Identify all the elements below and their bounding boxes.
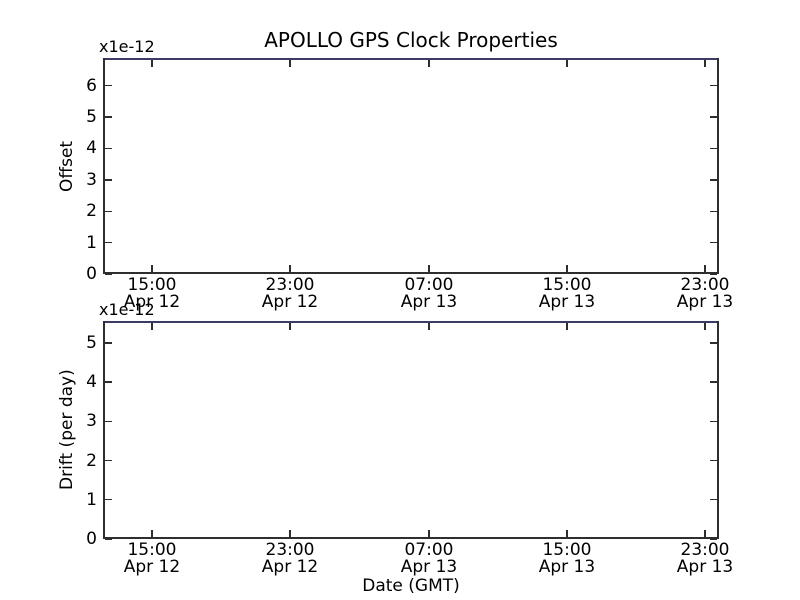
left-spine bbox=[103, 321, 105, 539]
y-tick-mark bbox=[105, 342, 112, 344]
y-tick-mark bbox=[710, 210, 717, 212]
x-tick-label: 23:00 Apr 12 bbox=[261, 540, 319, 577]
x-tick-mark bbox=[566, 530, 568, 537]
y-tick-mark bbox=[105, 381, 112, 383]
x-tick-mark bbox=[428, 323, 430, 330]
y-tick-label: 4 bbox=[86, 372, 97, 393]
x-tick-mark bbox=[566, 265, 568, 272]
y-tick-mark bbox=[710, 459, 717, 462]
y-tick-mark bbox=[105, 179, 112, 181]
y-tick-mark bbox=[105, 241, 112, 244]
y-tick-mark bbox=[105, 210, 112, 212]
x-tick-label: 07:00 Apr 13 bbox=[400, 540, 458, 577]
x-tick-mark bbox=[289, 60, 291, 67]
x-tick-label: 23:00 Apr 13 bbox=[676, 540, 734, 577]
x-tick-label: 23:00 Apr 12 bbox=[261, 275, 319, 312]
y-scale-offset-label-bottom: x1e-12 bbox=[99, 300, 155, 319]
y-tick-mark bbox=[710, 538, 717, 540]
x-tick-mark bbox=[151, 323, 153, 330]
y-tick-mark bbox=[105, 84, 112, 87]
y-tick-mark bbox=[710, 116, 717, 118]
x-tick-label: 15:00 Apr 13 bbox=[538, 540, 596, 577]
y-tick-mark bbox=[105, 273, 112, 275]
x-axis-label: Date (GMT) bbox=[362, 576, 460, 596]
x-tick-mark bbox=[428, 265, 430, 272]
y-tick-label: 3 bbox=[86, 169, 97, 190]
y-tick-mark bbox=[105, 116, 112, 118]
y-scale-offset-label-top: x1e-12 bbox=[99, 37, 155, 56]
x-tick-mark bbox=[704, 60, 706, 67]
x-tick-mark bbox=[428, 530, 430, 537]
y-tick-label: 2 bbox=[86, 201, 97, 222]
y-tick-mark bbox=[710, 499, 717, 501]
y-tick-label: 3 bbox=[86, 411, 97, 432]
right-spine bbox=[717, 321, 719, 539]
x-tick-mark bbox=[428, 60, 430, 67]
x-tick-mark bbox=[289, 530, 291, 537]
y-tick-mark bbox=[105, 538, 112, 540]
offset-plot: Offset x1e-12 15:00 Apr 12 23:00 Apr 12 07… bbox=[57, 37, 733, 310]
x-tick-mark bbox=[289, 265, 291, 272]
y-tick-mark bbox=[105, 459, 112, 462]
drift-plot: Drift (per day) x1e-12 15:00 Apr 12 23:00… bbox=[57, 300, 733, 575]
right-spine bbox=[717, 58, 719, 274]
y-tick-mark bbox=[710, 381, 717, 383]
y-tick-mark bbox=[710, 241, 717, 244]
bottom-spine bbox=[103, 537, 719, 539]
y-tick-label: 5 bbox=[86, 332, 97, 353]
x-tick-label: 15:00 Apr 12 bbox=[123, 540, 181, 577]
y-tick-label: 5 bbox=[86, 107, 97, 128]
x-tick-mark bbox=[704, 323, 706, 330]
y-tick-mark bbox=[710, 342, 717, 344]
y-tick-label: 2 bbox=[86, 450, 97, 471]
x-tick-mark bbox=[289, 323, 291, 330]
x-tick-mark bbox=[151, 530, 153, 537]
y-tick-mark bbox=[710, 179, 717, 181]
y-tick-mark bbox=[105, 147, 112, 150]
y-tick-mark bbox=[105, 499, 112, 501]
top-spine bbox=[103, 321, 719, 323]
x-tick-mark bbox=[566, 60, 568, 67]
y-tick-label: 4 bbox=[86, 138, 97, 159]
x-tick-label: 15:00 Apr 12 bbox=[123, 275, 181, 312]
x-tick-label: 07:00 Apr 13 bbox=[400, 275, 458, 312]
y-tick-label: 0 bbox=[86, 264, 97, 284]
top-spine bbox=[103, 58, 719, 60]
y-tick-label: 1 bbox=[86, 232, 97, 253]
x-tick-mark bbox=[704, 265, 706, 272]
y-tick-mark bbox=[710, 84, 717, 87]
y-tick-label: 6 bbox=[86, 75, 97, 96]
x-tick-mark bbox=[151, 60, 153, 67]
x-tick-label: 23:00 Apr 13 bbox=[676, 275, 734, 312]
left-spine bbox=[103, 58, 105, 274]
bottom-spine bbox=[103, 272, 719, 274]
x-tick-mark bbox=[151, 265, 153, 272]
y-tick-label: 0 bbox=[86, 529, 97, 549]
y-tick-mark bbox=[710, 147, 717, 150]
y-tick-mark bbox=[710, 420, 717, 423]
chart-title: APOLLO GPS Clock Properties bbox=[264, 28, 558, 52]
x-tick-mark bbox=[566, 323, 568, 330]
x-tick-mark bbox=[704, 530, 706, 537]
y-tick-mark bbox=[105, 420, 112, 423]
y-tick-label: 1 bbox=[86, 489, 97, 510]
x-tick-label: 15:00 Apr 13 bbox=[538, 275, 596, 312]
y-tick-mark bbox=[710, 273, 717, 275]
